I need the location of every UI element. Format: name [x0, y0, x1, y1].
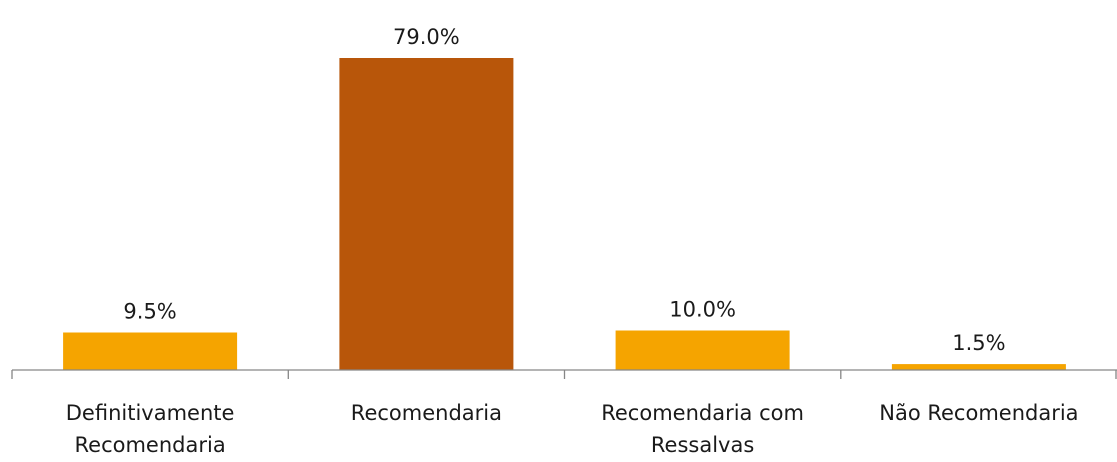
category-labels-group: Definitivamente Recomendaria Recomendaria R… — [66, 401, 1079, 457]
category-label-line: Definitivamente — [66, 401, 235, 425]
bar-3 — [615, 330, 790, 370]
bar-2 — [339, 58, 514, 370]
bar-4 — [891, 364, 1066, 370]
category-label-line: Recomendaria com — [601, 401, 804, 425]
bars-group — [63, 58, 1066, 370]
category-label-line: Não Recomendaria — [879, 401, 1078, 425]
data-label-4: 1.5% — [952, 331, 1005, 355]
category-label-line: Recomendaria — [75, 433, 226, 457]
bar-1 — [63, 332, 238, 370]
category-label-line: Ressalvas — [651, 433, 754, 457]
category-label-2: Recomendaria — [351, 401, 502, 425]
data-label-2: 79.0% — [393, 25, 460, 49]
category-label-3: Recomendaria com Ressalvas — [601, 401, 804, 457]
category-label-4: Não Recomendaria — [879, 401, 1078, 425]
data-labels-group: 9.5% 79.0% 10.0% 1.5% — [123, 25, 1005, 355]
data-label-1: 9.5% — [123, 300, 176, 324]
category-label-1: Definitivamente Recomendaria — [66, 401, 235, 457]
x-axis — [11, 369, 1117, 379]
category-label-line: Recomendaria — [351, 401, 502, 425]
data-label-3: 10.0% — [669, 298, 736, 322]
